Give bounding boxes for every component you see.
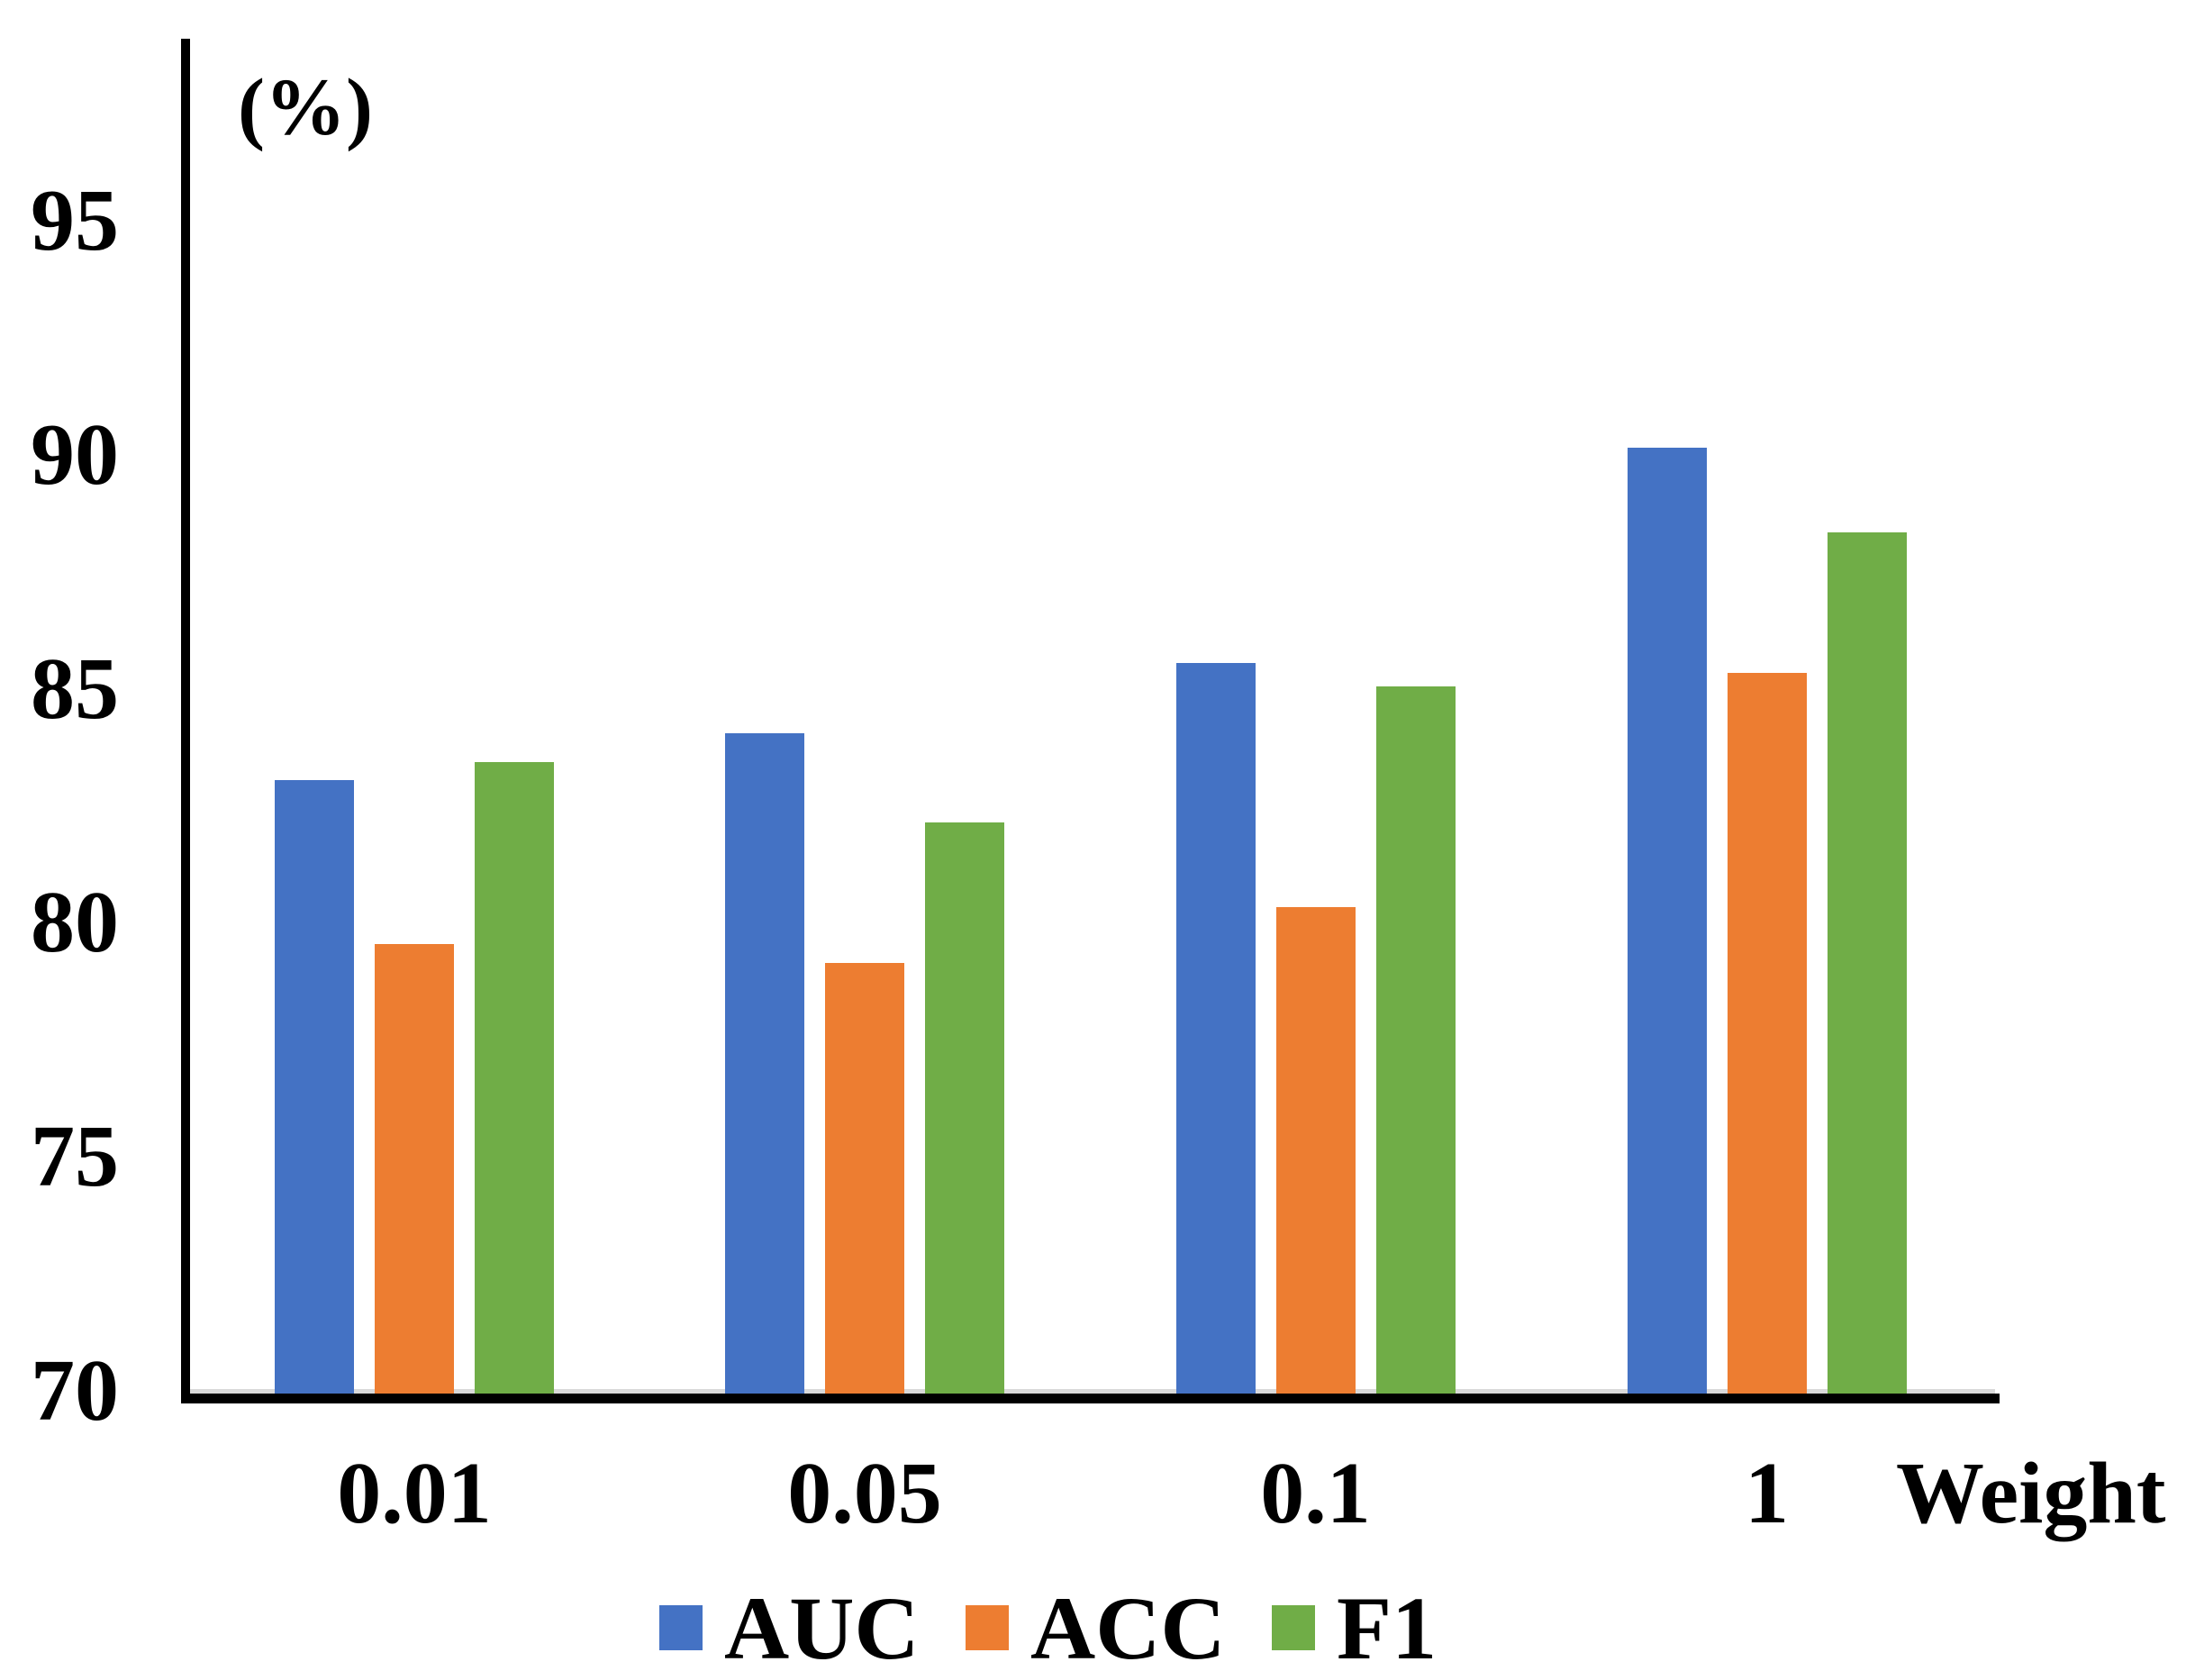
bar-acc-0.01: [375, 944, 454, 1394]
legend-label: F1: [1337, 1578, 1438, 1678]
y-axis-line: [181, 39, 190, 1403]
baseline-gridline: [190, 1389, 1995, 1394]
x-tick-label: 0.05: [787, 1445, 942, 1542]
legend-swatch-f1: [1272, 1605, 1315, 1650]
bar-f1-1: [1827, 531, 1907, 1394]
bar-auc-1: [1627, 448, 1707, 1394]
x-axis-title: Weight: [1896, 1445, 2166, 1542]
legend-item-f1: F1: [1272, 1582, 1437, 1675]
legend-item-acc: ACC: [966, 1582, 1226, 1675]
y-tick-label: 80: [31, 874, 119, 972]
bar-acc-1: [1727, 672, 1807, 1394]
x-tick-label: 1: [1745, 1445, 1789, 1542]
bar-auc-0.05: [725, 733, 804, 1394]
y-axis-unit-label: (%): [238, 63, 373, 152]
x-tick-label: 0.1: [1260, 1445, 1371, 1542]
legend-swatch-acc: [966, 1605, 1009, 1650]
y-tick-label: 70: [31, 1342, 119, 1439]
bar-acc-0.1: [1275, 906, 1356, 1394]
bar-f1-0.05: [925, 822, 1004, 1394]
x-tick-label: 0.01: [337, 1445, 492, 1542]
y-tick-label: 90: [31, 405, 119, 504]
y-tick-label: 95: [31, 172, 119, 269]
x-axis-line: [181, 1394, 2000, 1403]
bar-auc-0.01: [275, 780, 354, 1394]
bar-f1-0.1: [1375, 686, 1456, 1394]
legend-swatch-auc: [659, 1605, 703, 1650]
bar-acc-0.05: [825, 962, 904, 1394]
legend-item-auc: AUC: [659, 1582, 920, 1675]
y-tick-label: 75: [31, 1108, 119, 1206]
legend-label: AUC: [724, 1578, 920, 1678]
bar-f1-0.01: [475, 761, 554, 1394]
bar-auc-0.1: [1175, 663, 1256, 1394]
legend-label: ACC: [1030, 1578, 1226, 1678]
y-tick-label: 85: [31, 640, 119, 738]
